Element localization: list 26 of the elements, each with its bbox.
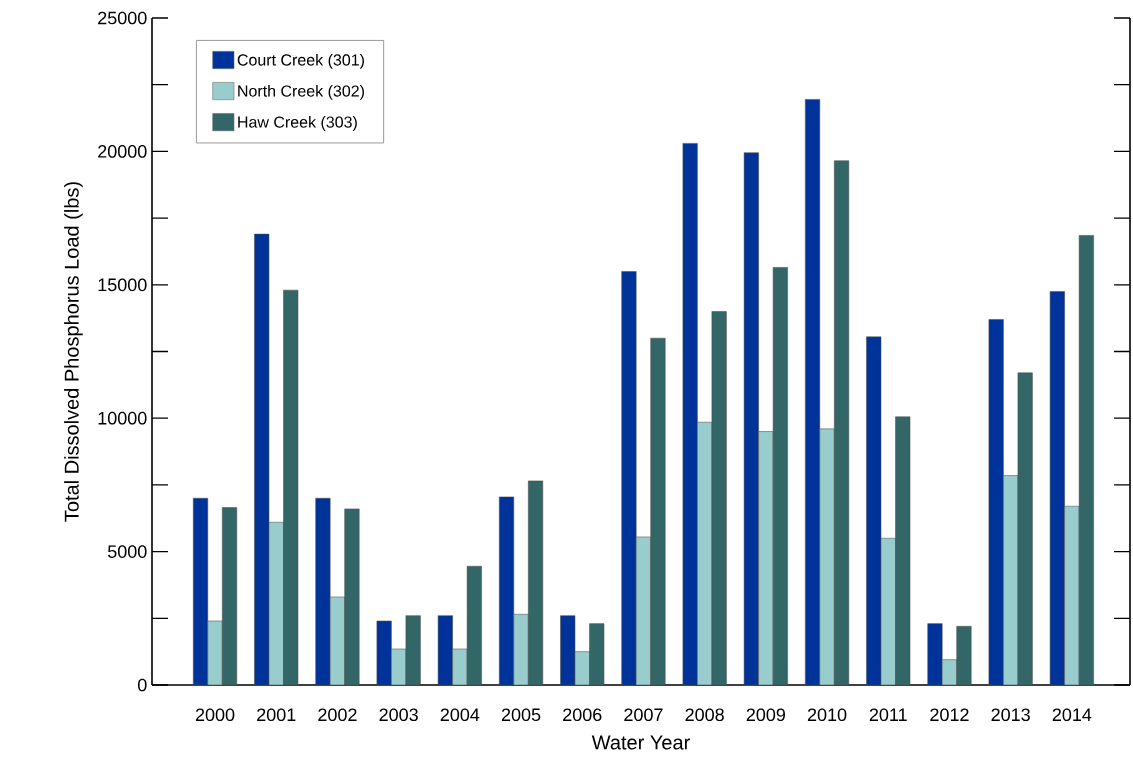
x-tick-label: 2013 xyxy=(991,708,1030,722)
x-tick-label: 2003 xyxy=(379,708,418,722)
x-tick-label: 2010 xyxy=(807,708,847,722)
x-axis-title: Water Year xyxy=(591,735,690,750)
y-tick-label: 15000 xyxy=(98,278,147,292)
x-tick-label: 2009 xyxy=(746,708,786,722)
legend-label: Haw Creek (303) xyxy=(238,116,357,131)
x-tick-label: 2007 xyxy=(624,708,663,722)
x-tick-label: 2011 xyxy=(869,708,907,722)
x-tick-label: 2000 xyxy=(195,708,235,722)
y-tick-label: 5000 xyxy=(107,545,147,558)
legend-label: Court Creek (301) xyxy=(237,53,364,69)
y-tick-label: 20000 xyxy=(98,145,147,158)
x-tick-label: 2005 xyxy=(501,708,541,722)
y-axis-title: Total Dissolved Phosphorus Load (lbs) xyxy=(64,182,83,522)
y-tick-label: 10000 xyxy=(98,411,147,425)
x-tick-label: 2012 xyxy=(930,708,969,722)
x-tick-label: 2006 xyxy=(563,708,602,722)
x-tick-label: 2008 xyxy=(685,708,724,722)
x-tick-label: 2014 xyxy=(1052,708,1092,722)
y-tick-label: 25000 xyxy=(98,11,147,25)
y-tick-label: 0 xyxy=(137,678,147,692)
x-tick-label: 2001 xyxy=(257,708,296,722)
x-tick-label: 2004 xyxy=(440,708,480,722)
x-tick-label: 2002 xyxy=(318,708,357,722)
legend-label: North Creek (302) xyxy=(238,84,364,100)
